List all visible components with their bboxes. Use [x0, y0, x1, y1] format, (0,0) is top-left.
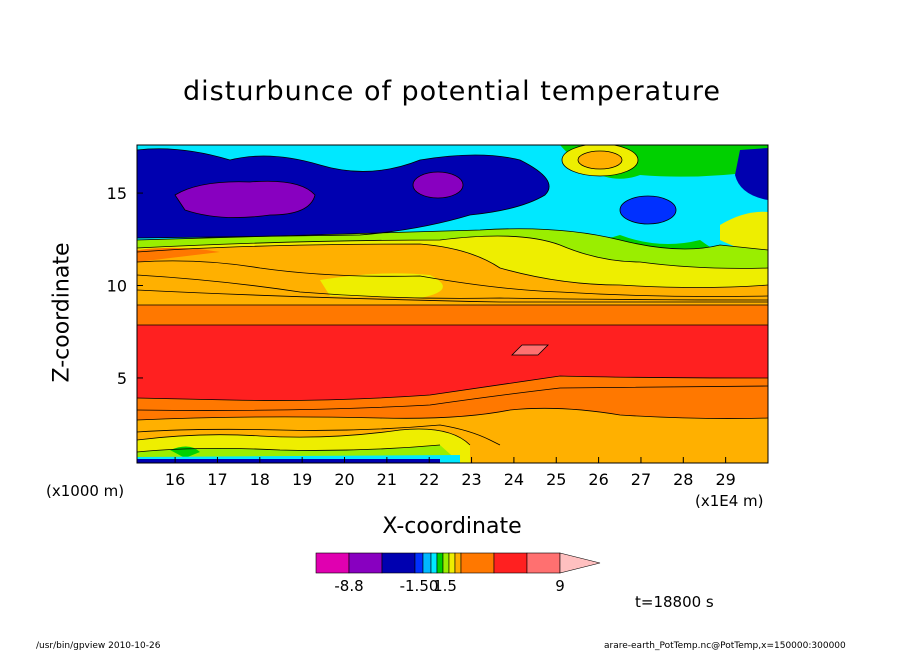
colorbar-arrow: [559, 552, 601, 574]
x-tick-label: 24: [504, 470, 524, 489]
colorbar-swatch: [493, 552, 528, 574]
x-tick-label: 17: [207, 470, 227, 489]
colorbar-swatch: [460, 552, 495, 574]
colorbar-swatch: [454, 552, 462, 574]
blob-orange-left: [137, 247, 220, 262]
band-lightorange: [137, 244, 768, 310]
x-tick-label: 19: [292, 470, 312, 489]
x-tick-label: 28: [673, 470, 693, 489]
colorbar-swatch: [381, 552, 416, 574]
plot-frame: [136, 144, 769, 464]
blob-darkblue-right: [735, 148, 768, 200]
colorbar-label: -8.8: [334, 577, 363, 595]
y-tick-label: 5: [117, 369, 127, 388]
colorbar-swatch: [436, 552, 444, 574]
x-tick-label: 20: [334, 470, 354, 489]
x-tick-label: 21: [377, 470, 397, 489]
blob-purple-1: [175, 181, 315, 218]
colorbar-swatch: [422, 552, 432, 574]
x-tick-label: 27: [631, 470, 651, 489]
colorbar-label: -1.50: [400, 577, 439, 595]
x-unit-left: (x1000 m): [46, 482, 125, 500]
footer-right: arare-earth_PotTemp.nc@PotTemp,x=150000:…: [604, 641, 846, 651]
x-unit-right: (x1E4 m): [695, 492, 764, 510]
contour-field: [137, 145, 768, 463]
chart-title: disturbunce of potential temperature: [183, 76, 721, 107]
colorbar-swatch: [315, 552, 350, 574]
y-tick-label: 10: [107, 277, 127, 296]
x-tick-label: 16: [165, 470, 185, 489]
colorbar-label: 9: [555, 577, 565, 595]
y-tick-label: 15: [107, 184, 127, 203]
x-ticks: 16 17 18 19 20 21 22 23 24 25 26 27 28 29: [165, 457, 736, 489]
x-tick-label: 22: [419, 470, 439, 489]
colorbar-swatch: [442, 552, 450, 574]
colorbar-swatch: [348, 552, 383, 574]
colorbar-swatch: [448, 552, 456, 574]
colorbar-label: 1.5: [433, 577, 457, 595]
colorbar-swatch: [430, 552, 438, 574]
band-blue-low: [137, 459, 440, 463]
blob-yellow-mid: [320, 273, 443, 298]
colorbar-swatch: [526, 552, 561, 574]
time-label: t=18800 s: [635, 593, 714, 611]
contour-lines: [137, 145, 768, 453]
x-tick-label: 29: [715, 470, 735, 489]
blob-yellow-right: [720, 211, 768, 255]
x-axis-label: X-coordinate: [382, 514, 522, 539]
x-tick-label: 18: [250, 470, 270, 489]
footer-left: /usr/bin/gpview 2010-10-26: [36, 641, 161, 651]
colorbar-swatch: [414, 552, 424, 574]
band-orange-mid: [137, 305, 768, 325]
x-tick-label: 23: [461, 470, 481, 489]
y-ticks: 5 10 15: [107, 184, 143, 388]
blob-blue-right: [620, 196, 676, 224]
blob-lightorange-top: [578, 151, 622, 169]
blob-pink: [512, 345, 548, 355]
x-tick-label: 25: [546, 470, 566, 489]
band-red: [137, 325, 768, 401]
blob-purple-2: [413, 172, 463, 198]
x-tick-label: 26: [588, 470, 608, 489]
